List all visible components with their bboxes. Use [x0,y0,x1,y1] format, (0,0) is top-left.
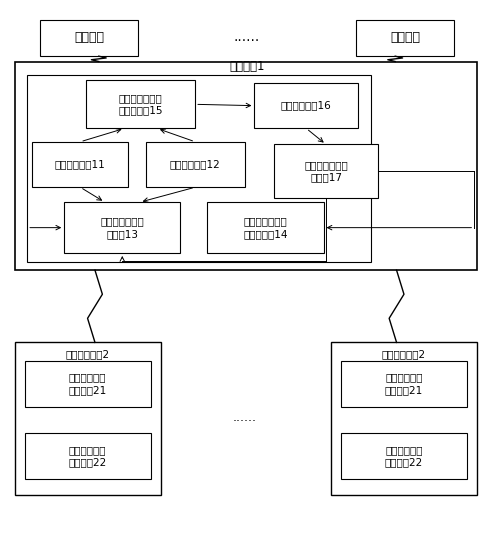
Text: 目标网络设备指
示发送模块14: 目标网络设备指 示发送模块14 [243,217,288,239]
Text: 网络设备列表更
新模块17: 网络设备列表更 新模块17 [304,160,348,182]
Bar [341,433,467,479]
Text: 网络设备: 网络设备 [390,32,420,44]
Text: 目标网络设备2: 目标网络设备2 [66,349,110,359]
Bar [15,342,161,495]
Bar [32,142,128,187]
Bar [146,142,245,187]
Text: 第三扫描模块16: 第三扫描模块16 [281,101,331,111]
Bar [207,202,324,253]
Text: 网络设备: 网络设备 [74,32,104,44]
Text: 第一扫描模块11: 第一扫描模块11 [55,159,106,170]
Text: 第二扫描模块12: 第二扫描模块12 [170,159,220,170]
Text: 目标网络设备配
对模块13: 目标网络设备配 对模块13 [100,217,144,239]
Text: 操作指示指令
生成模块21: 操作指示指令 生成模块21 [69,373,107,395]
Text: 操作指示指令
生成模块21: 操作指示指令 生成模块21 [385,373,423,395]
Text: 无线配对功能
控制模块22: 无线配对功能 控制模块22 [385,445,423,467]
Bar [25,361,151,407]
Bar [341,361,467,407]
Bar [86,80,195,128]
Bar [40,20,138,56]
Text: 智能终端1: 智能终端1 [229,60,265,73]
Text: 目标网络设备2: 目标网络设备2 [382,349,426,359]
Bar [356,20,454,56]
Bar [64,202,180,253]
Bar [274,144,378,198]
Text: ......: ...... [234,30,260,44]
Text: 无线配对功能
控制模块22: 无线配对功能 控制模块22 [69,445,107,467]
Bar [331,342,477,495]
Text: 目标网络设备数
量判断模块15: 目标网络设备数 量判断模块15 [119,93,163,116]
Bar [15,62,477,270]
Bar [25,433,151,479]
Bar [254,83,358,128]
Bar [27,75,370,262]
Text: ......: ...... [233,411,256,424]
